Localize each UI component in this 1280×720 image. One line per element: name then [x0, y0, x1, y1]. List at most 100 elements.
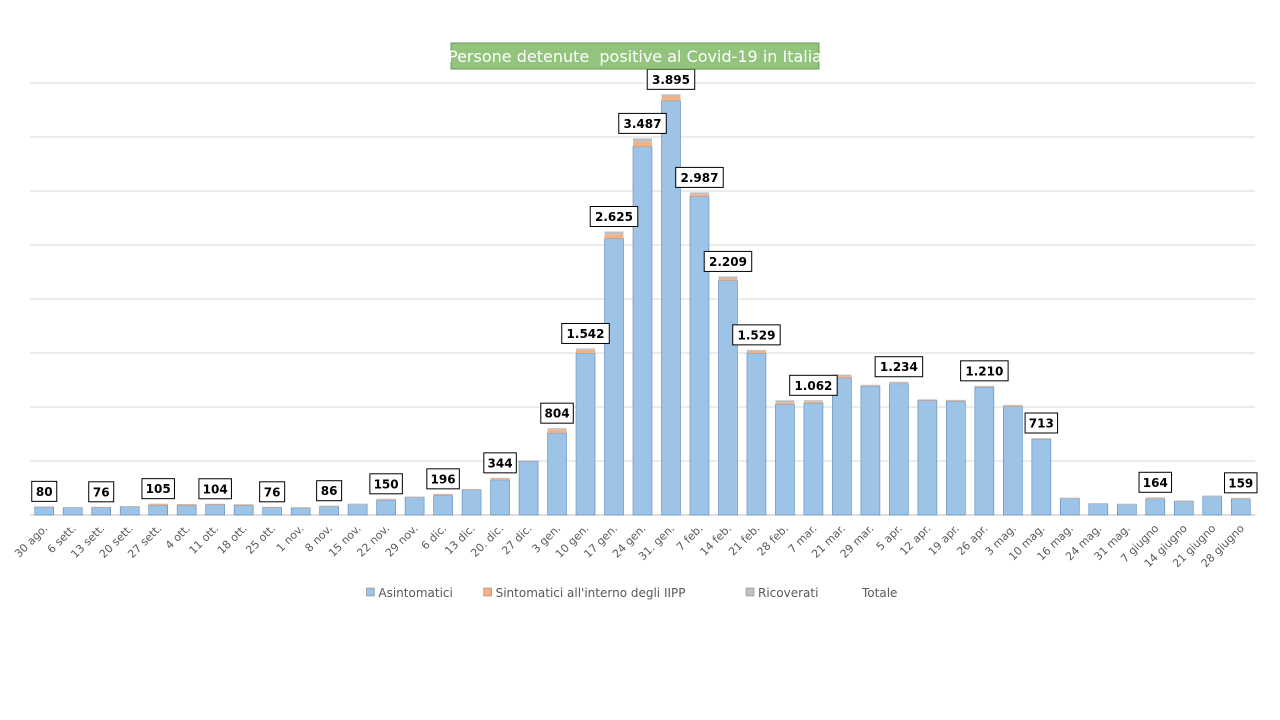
bar-segment	[917, 400, 938, 516]
data-label-text: 804	[545, 407, 570, 421]
data-label-box	[561, 322, 610, 344]
data-label-text: 1.542	[567, 327, 605, 341]
data-label-text: 150	[374, 477, 399, 491]
x-tick-label: 27 dic.	[499, 522, 534, 557]
bar-segment	[547, 428, 567, 430]
bar-segment	[746, 349, 766, 351]
data-label-box	[198, 478, 232, 500]
bar-segment	[633, 138, 652, 142]
legend-item: Ricoverati	[758, 586, 818, 600]
bar-segment	[347, 503, 368, 516]
legend-item: Asintomatici	[378, 586, 452, 600]
data-label-box	[141, 478, 175, 500]
bars	[34, 94, 1251, 516]
bar-segment	[775, 402, 795, 405]
x-axis-ticks: 30 ago.6 sett.13 sett.20 sett.27 sett.4 …	[12, 522, 1247, 570]
bar-segment	[34, 506, 55, 516]
data-label-text: 164	[1143, 476, 1168, 490]
bar-segment	[1230, 498, 1251, 516]
data-label: 105	[141, 478, 175, 500]
bar-segment	[718, 280, 738, 516]
bar-segment	[974, 386, 994, 388]
data-label-text: 76	[264, 485, 281, 499]
bar-segment	[575, 352, 596, 516]
bar-segment	[1145, 498, 1166, 516]
data-label: 2.987	[675, 166, 724, 188]
bar-segment	[62, 507, 83, 516]
data-label-box	[31, 480, 58, 502]
data-label-text: 105	[146, 482, 171, 496]
data-label-text: 86	[321, 484, 338, 498]
bar-segment	[946, 399, 966, 401]
x-tick-label: 18 ott.	[215, 522, 250, 557]
bar-segment	[177, 503, 197, 505]
bar-segment	[433, 495, 453, 516]
bar-segment	[889, 381, 909, 384]
legend-swatch	[366, 587, 375, 597]
x-tick-label: 11 ott.	[186, 522, 221, 557]
bar-segment	[376, 498, 396, 500]
bar-segment	[718, 278, 738, 281]
bar-segment	[148, 503, 168, 505]
data-label-text: 2.987	[680, 171, 718, 185]
legend: Asintomatici Sintomatici all'interno degl…	[366, 586, 897, 600]
bar-segment	[1202, 495, 1222, 497]
chart-title-group: Persone detenute positive al Covid-19 in…	[448, 42, 822, 70]
bar-segment	[718, 276, 738, 279]
data-label-text: 104	[203, 482, 228, 496]
data-label: 86	[316, 480, 343, 502]
data-label: 1.542	[561, 322, 610, 344]
bar-segment	[262, 506, 282, 508]
bar-segment	[661, 94, 681, 97]
data-label: 164	[1138, 471, 1173, 493]
bar-segment	[234, 504, 254, 506]
bar-segment	[290, 507, 311, 516]
data-label-box	[589, 206, 639, 227]
bar-segment	[433, 494, 453, 496]
bar-segment	[1088, 503, 1108, 504]
data-label-box	[874, 356, 924, 378]
bar-segment	[917, 399, 937, 401]
data-label: 1.062	[789, 374, 838, 396]
data-label-box	[88, 481, 115, 503]
bar-segment	[946, 400, 966, 516]
bar-segment	[860, 385, 880, 386]
bar-segment	[148, 504, 168, 516]
bar-segment	[974, 386, 995, 516]
bar-segment	[889, 383, 909, 516]
data-label-text: 2.209	[709, 255, 747, 269]
bar-segment	[1003, 404, 1023, 406]
bar-segment	[205, 504, 225, 516]
bar-segment	[803, 402, 824, 516]
bar-segment	[604, 238, 624, 516]
data-label-text: 3.895	[652, 73, 690, 87]
data-label-box	[675, 166, 724, 188]
data-label-box	[618, 112, 667, 134]
data-label: 3.487	[618, 112, 667, 134]
data-label: 1.529	[732, 324, 781, 346]
data-label: 804	[540, 402, 574, 424]
bar-segment	[319, 505, 339, 507]
legend-item: Totale	[861, 586, 897, 600]
bar-segment	[1117, 503, 1137, 516]
bar-segment	[433, 493, 453, 495]
bar-segment	[974, 385, 994, 387]
bar-segment	[1003, 405, 1023, 407]
data-label: 76	[259, 481, 286, 503]
data-label: 76	[88, 481, 115, 503]
x-tick-label: 28 feb.	[755, 522, 792, 559]
data-label-box	[316, 480, 343, 502]
data-label: 150	[369, 473, 403, 495]
data-label: 1.234	[874, 356, 924, 378]
bar-segment	[148, 503, 168, 506]
bar-segment	[490, 479, 510, 516]
data-label-text: 713	[1029, 416, 1054, 430]
x-tick-label: 25 ott.	[243, 522, 278, 557]
bar-segment	[518, 460, 539, 516]
bar-segment	[746, 352, 767, 516]
bar-segment	[803, 401, 823, 404]
data-label-box	[703, 250, 753, 272]
data-label-box	[483, 452, 517, 474]
bar-segment	[405, 496, 425, 498]
